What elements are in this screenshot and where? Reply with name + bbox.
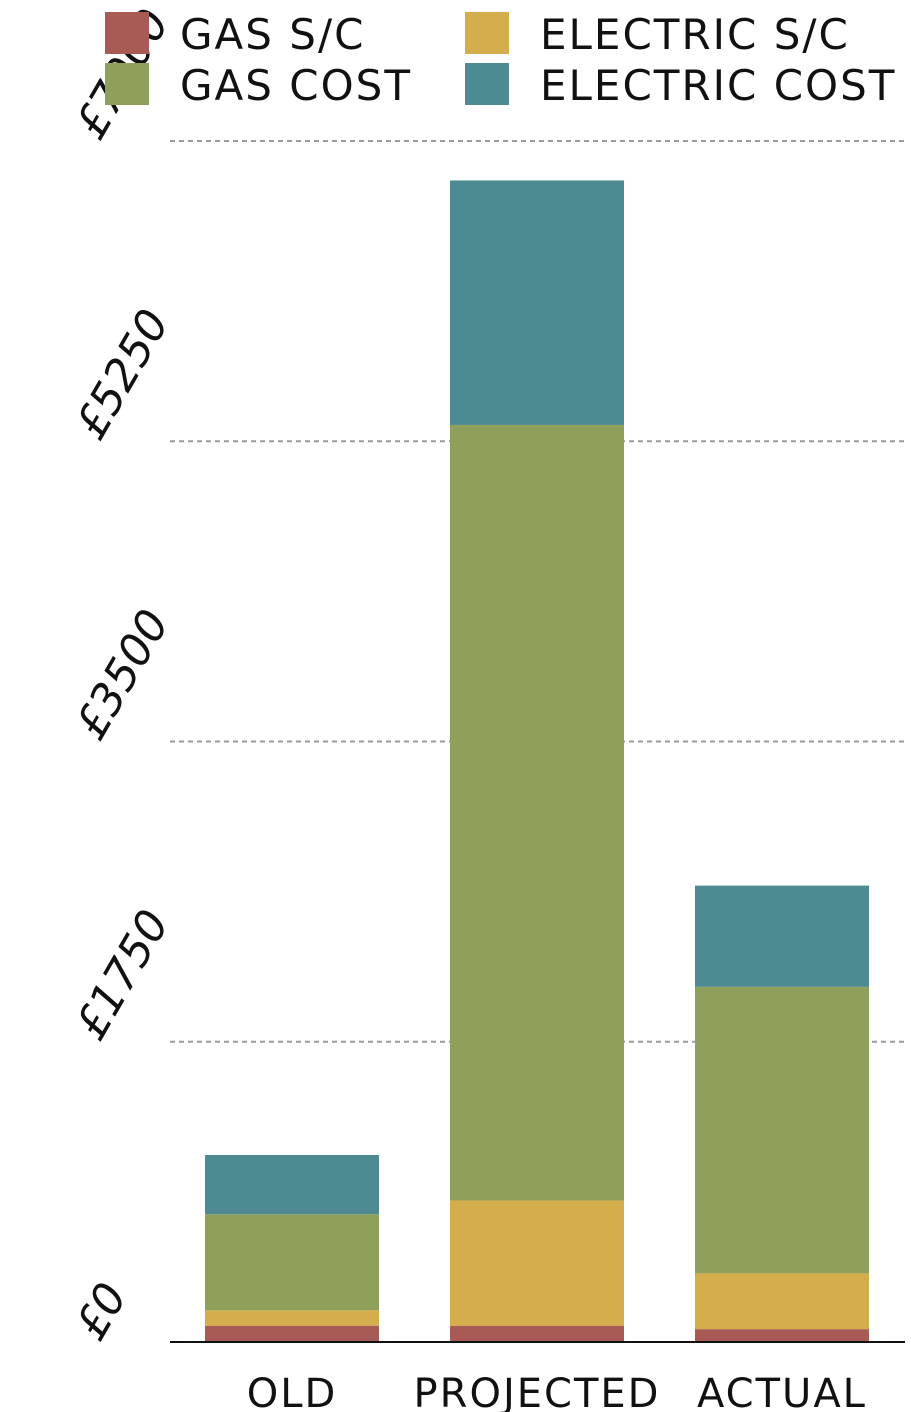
legend-label: GAS COST <box>180 61 412 110</box>
bar-segment <box>205 1325 379 1342</box>
bar-segment <box>450 1325 624 1342</box>
bar-segment <box>695 1329 869 1342</box>
legend-swatch <box>105 63 149 105</box>
legend-label: GAS S/C <box>180 10 365 59</box>
bar-segment <box>450 1200 624 1326</box>
legend-swatch <box>465 12 509 54</box>
y-axis-tick-labels: £0£1750£3500£5250£7000 <box>65 1 179 1349</box>
y-tick-label: £5250 <box>65 301 179 448</box>
bar-segment <box>695 1273 869 1330</box>
bars <box>205 180 869 1342</box>
bar-segment <box>695 885 869 987</box>
legend-label: ELECTRIC COST <box>540 61 896 110</box>
legend-label: ELECTRIC S/C <box>540 10 850 59</box>
legend: GAS S/C ELECTRIC S/C GAS COST ELECTRIC COST <box>105 10 896 110</box>
bar-segment <box>450 180 624 425</box>
bar-segment <box>205 1310 379 1326</box>
x-category-label: PROJECTED <box>414 1371 661 1412</box>
bar-segment <box>205 1214 379 1311</box>
y-tick-label: £1750 <box>65 902 179 1049</box>
y-tick-label: £3500 <box>65 601 179 748</box>
x-category-label: OLD <box>247 1371 338 1412</box>
bar-segment <box>695 986 869 1274</box>
x-axis-category-labels: OLD PROJECTED ACTUAL <box>247 1371 867 1412</box>
bar-segment <box>450 424 624 1201</box>
bar-segment <box>205 1154 379 1215</box>
legend-swatch <box>105 12 149 54</box>
legend-swatch <box>465 63 509 105</box>
y-tick-label: £0 <box>65 1275 137 1349</box>
x-category-label: ACTUAL <box>697 1371 867 1412</box>
